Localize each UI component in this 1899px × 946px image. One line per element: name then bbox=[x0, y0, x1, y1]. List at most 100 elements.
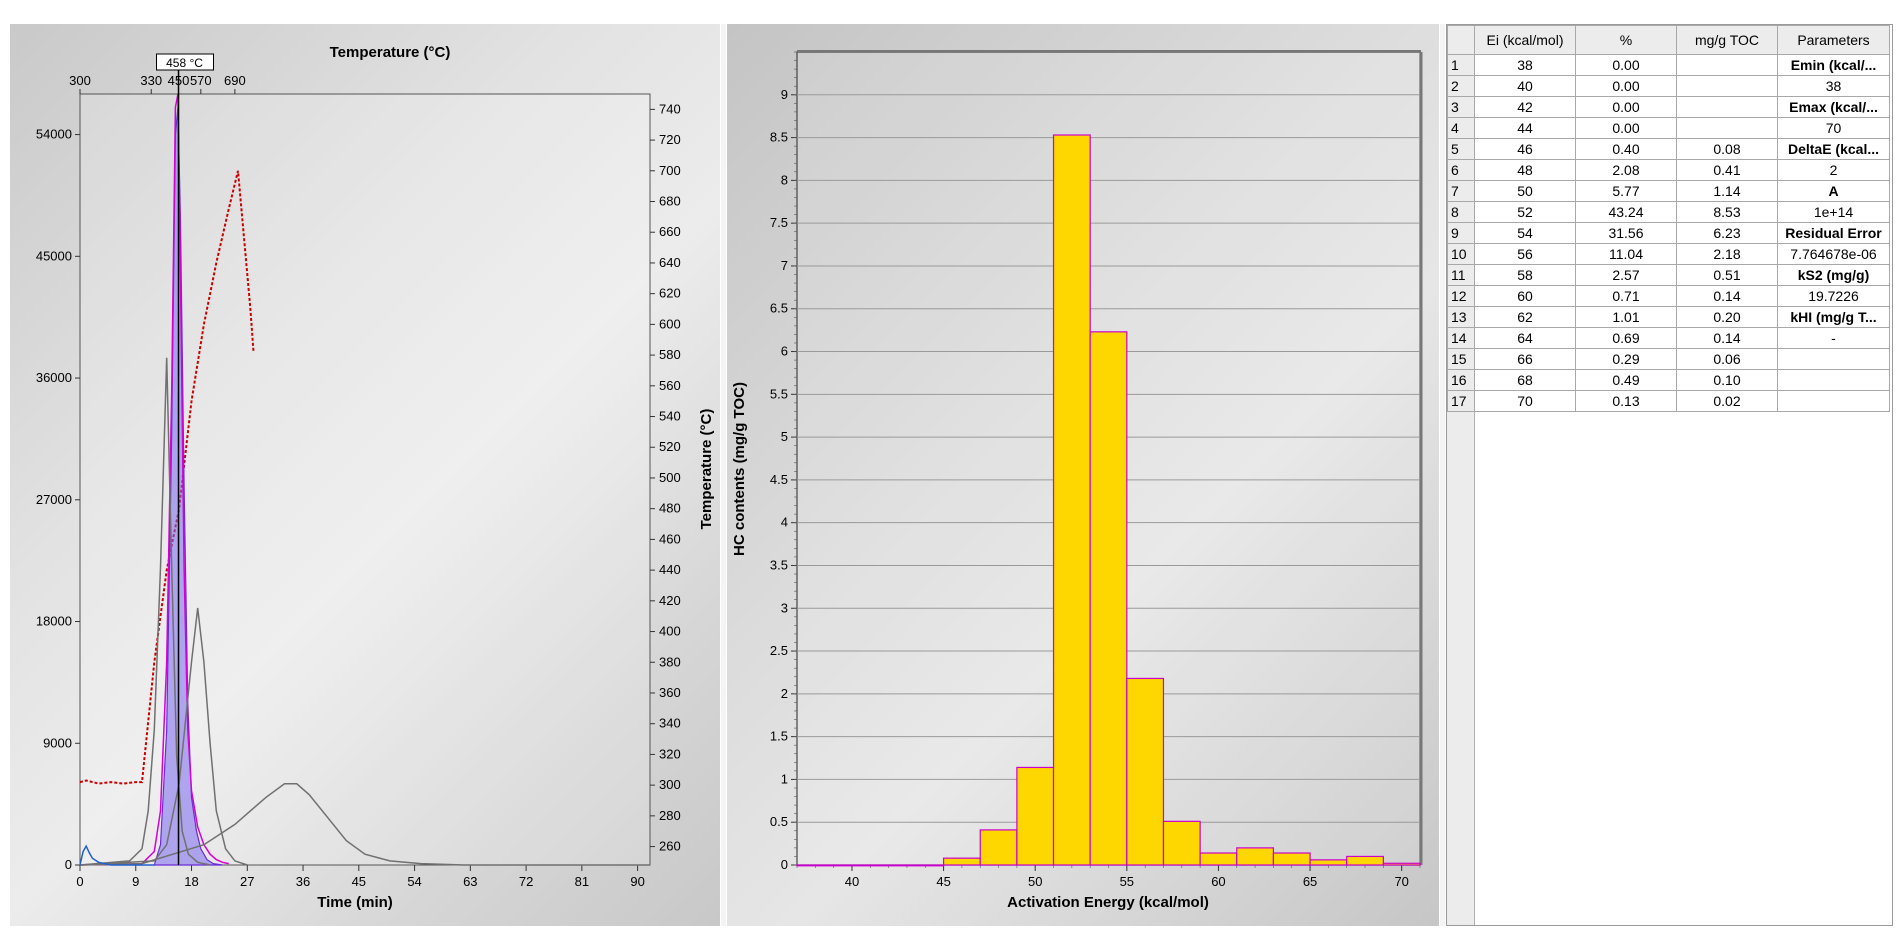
row-number-cell[interactable]: 16 bbox=[1447, 369, 1475, 391]
parameter-cell[interactable]: 2 bbox=[1777, 159, 1890, 181]
table-row[interactable]: 2 40 0.00 38 bbox=[1447, 75, 1890, 97]
histogram-bar[interactable] bbox=[1236, 847, 1275, 866]
percent-cell[interactable]: 0.00 bbox=[1575, 75, 1677, 97]
parameter-cell[interactable] bbox=[1777, 348, 1890, 370]
table-row[interactable]: 17 70 0.13 0.02 bbox=[1447, 390, 1890, 412]
table-row[interactable]: 16 68 0.49 0.10 bbox=[1447, 369, 1890, 391]
percent-cell[interactable]: 1.01 bbox=[1575, 306, 1677, 328]
table-row[interactable]: 7 50 5.77 1.14 A bbox=[1447, 180, 1890, 202]
histogram-bar[interactable] bbox=[1346, 855, 1384, 866]
table-row[interactable]: 1 38 0.00 Emin (kcal/... bbox=[1447, 54, 1890, 76]
parameter-cell[interactable]: kS2 (mg/g) bbox=[1777, 264, 1890, 286]
parameter-cell[interactable]: 70 bbox=[1777, 117, 1890, 139]
mg-per-g-toc-cell[interactable]: 0.10 bbox=[1676, 369, 1778, 391]
histogram-bar[interactable] bbox=[1089, 331, 1128, 866]
histogram-bar[interactable] bbox=[1382, 862, 1421, 866]
column-header-parameters[interactable]: Parameters bbox=[1777, 25, 1890, 55]
ei-cell[interactable]: 38 bbox=[1474, 54, 1576, 76]
percent-cell[interactable]: 0.29 bbox=[1575, 348, 1677, 370]
ei-cell[interactable]: 46 bbox=[1474, 138, 1576, 160]
percent-cell[interactable]: 2.57 bbox=[1575, 264, 1677, 286]
row-number-cell[interactable]: 14 bbox=[1447, 327, 1475, 349]
mg-per-g-toc-cell[interactable]: 0.14 bbox=[1676, 327, 1778, 349]
mg-per-g-toc-cell[interactable]: 0.06 bbox=[1676, 348, 1778, 370]
mg-per-g-toc-cell[interactable]: 0.14 bbox=[1676, 285, 1778, 307]
mg-per-g-toc-cell[interactable]: 0.08 bbox=[1676, 138, 1778, 160]
table-row[interactable]: 3 42 0.00 Emax (kcal/... bbox=[1447, 96, 1890, 118]
row-number-cell[interactable]: 1 bbox=[1447, 54, 1475, 76]
mg-per-g-toc-cell[interactable]: 8.53 bbox=[1676, 201, 1778, 223]
row-number-cell[interactable]: 11 bbox=[1447, 264, 1475, 286]
percent-cell[interactable]: 0.40 bbox=[1575, 138, 1677, 160]
percent-cell[interactable]: 2.08 bbox=[1575, 159, 1677, 181]
column-header-ei[interactable]: Ei (kcal/mol) bbox=[1474, 25, 1576, 55]
ei-cell[interactable]: 44 bbox=[1474, 117, 1576, 139]
percent-cell[interactable]: 0.00 bbox=[1575, 54, 1677, 76]
parameter-cell[interactable]: Residual Error bbox=[1777, 222, 1890, 244]
percent-cell[interactable]: 0.69 bbox=[1575, 327, 1677, 349]
row-number-cell[interactable]: 10 bbox=[1447, 243, 1475, 265]
mg-per-g-toc-cell[interactable]: 2.18 bbox=[1676, 243, 1778, 265]
ei-cell[interactable]: 54 bbox=[1474, 222, 1576, 244]
ei-cell[interactable]: 52 bbox=[1474, 201, 1576, 223]
histogram-bar[interactable] bbox=[979, 829, 1018, 866]
table-row[interactable]: 5 46 0.40 0.08 DeltaE (kcal... bbox=[1447, 138, 1890, 160]
parameter-cell[interactable] bbox=[1777, 369, 1890, 391]
ei-cell[interactable]: 58 bbox=[1474, 264, 1576, 286]
column-header-percent[interactable]: % bbox=[1575, 25, 1677, 55]
table-row[interactable]: 4 44 0.00 70 bbox=[1447, 117, 1890, 139]
row-number-cell[interactable]: 12 bbox=[1447, 285, 1475, 307]
percent-cell[interactable]: 0.71 bbox=[1575, 285, 1677, 307]
histogram-bar[interactable] bbox=[1052, 134, 1091, 866]
parameter-cell[interactable]: A bbox=[1777, 180, 1890, 202]
mg-per-g-toc-cell[interactable] bbox=[1676, 96, 1778, 118]
histogram-bar[interactable] bbox=[1016, 766, 1055, 866]
percent-cell[interactable]: 43.24 bbox=[1575, 201, 1677, 223]
percent-cell[interactable]: 0.13 bbox=[1575, 390, 1677, 412]
pyrogram-chart[interactable]: Temperature (°C) Time (min) Temperature … bbox=[10, 24, 720, 926]
table-row[interactable]: 9 54 31.56 6.23 Residual Error bbox=[1447, 222, 1890, 244]
mg-per-g-toc-cell[interactable] bbox=[1676, 75, 1778, 97]
row-number-cell[interactable]: 2 bbox=[1447, 75, 1475, 97]
row-number-cell[interactable]: 3 bbox=[1447, 96, 1475, 118]
histogram-bar[interactable] bbox=[906, 864, 945, 867]
mg-per-g-toc-cell[interactable]: 6.23 bbox=[1676, 222, 1778, 244]
results-table[interactable]: Ei (kcal/mol) % mg/g TOC Parameters 1 38 0… bbox=[1447, 25, 1890, 412]
ei-cell[interactable]: 70 bbox=[1474, 390, 1576, 412]
corner-cell[interactable] bbox=[1447, 25, 1475, 55]
percent-cell[interactable]: 5.77 bbox=[1575, 180, 1677, 202]
histogram-bar[interactable] bbox=[1309, 859, 1348, 866]
parameter-cell[interactable]: 7.764678e-06 bbox=[1777, 243, 1890, 265]
histogram-bar[interactable] bbox=[1272, 852, 1311, 866]
row-number-cell[interactable]: 13 bbox=[1447, 306, 1475, 328]
percent-cell[interactable]: 0.00 bbox=[1575, 117, 1677, 139]
histogram-bar[interactable] bbox=[1126, 677, 1165, 866]
ei-cell[interactable]: 56 bbox=[1474, 243, 1576, 265]
activation-energy-chart[interactable]: Activation Energy (kcal/mol) HC contents… bbox=[727, 24, 1439, 926]
row-number-cell[interactable]: 5 bbox=[1447, 138, 1475, 160]
ei-cell[interactable]: 42 bbox=[1474, 96, 1576, 118]
mg-per-g-toc-cell[interactable]: 0.20 bbox=[1676, 306, 1778, 328]
row-number-cell[interactable]: 15 bbox=[1447, 348, 1475, 370]
parameter-cell[interactable]: kHI (mg/g T... bbox=[1777, 306, 1890, 328]
mg-per-g-toc-cell[interactable] bbox=[1676, 117, 1778, 139]
row-number-cell[interactable]: 4 bbox=[1447, 117, 1475, 139]
histogram-bar[interactable] bbox=[1199, 852, 1238, 866]
parameter-cell[interactable]: 1e+14 bbox=[1777, 201, 1890, 223]
mg-per-g-toc-cell[interactable]: 0.02 bbox=[1676, 390, 1778, 412]
mg-per-g-toc-cell[interactable]: 0.41 bbox=[1676, 159, 1778, 181]
row-number-cell[interactable]: 17 bbox=[1447, 390, 1475, 412]
row-number-cell[interactable]: 7 bbox=[1447, 180, 1475, 202]
ei-cell[interactable]: 64 bbox=[1474, 327, 1576, 349]
parameter-cell[interactable]: DeltaE (kcal... bbox=[1777, 138, 1890, 160]
ei-cell[interactable]: 48 bbox=[1474, 159, 1576, 181]
parameter-cell[interactable]: Emax (kcal/... bbox=[1777, 96, 1890, 118]
histogram-bar[interactable] bbox=[942, 857, 981, 866]
ei-cell[interactable]: 68 bbox=[1474, 369, 1576, 391]
histogram-bar[interactable] bbox=[869, 864, 908, 867]
table-row[interactable]: 12 60 0.71 0.14 19.7226 bbox=[1447, 285, 1890, 307]
parameter-cell[interactable]: 19.7226 bbox=[1777, 285, 1890, 307]
row-number-cell[interactable]: 9 bbox=[1447, 222, 1475, 244]
ei-cell[interactable]: 50 bbox=[1474, 180, 1576, 202]
percent-cell[interactable]: 0.49 bbox=[1575, 369, 1677, 391]
